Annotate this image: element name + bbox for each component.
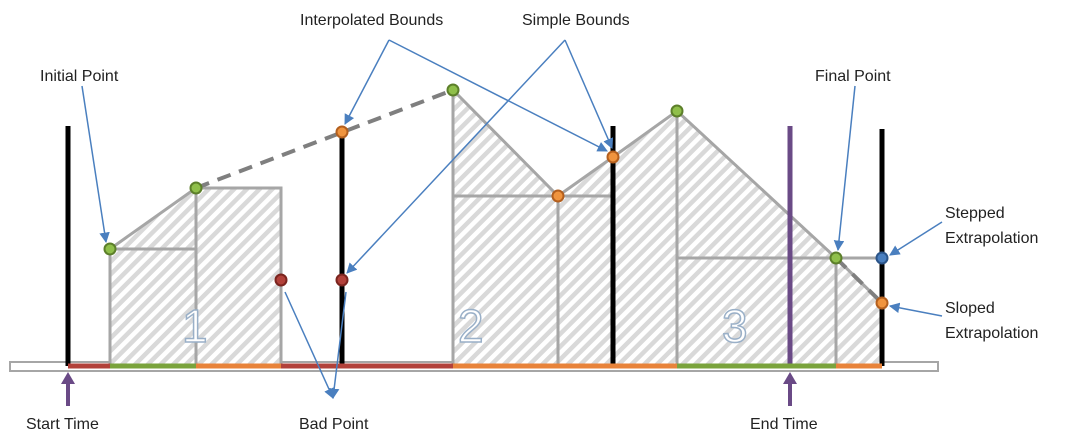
region-number-1: 1 [182, 300, 208, 352]
dashed-interpolation [195, 88, 884, 305]
region-number-2: 2 [458, 300, 484, 352]
callout-arrows [81, 39, 943, 400]
initial-point [103, 242, 117, 256]
sloped-extrapolation-point [875, 296, 889, 310]
label-bad-point: Bad Point [299, 416, 369, 433]
label-final-point: Final Point [815, 68, 891, 85]
label-stepped-extrapolation-line2: Extrapolation [945, 230, 1038, 247]
label-sloped-extrapolation-line2: Extrapolation [945, 325, 1038, 342]
simple-bound-point [551, 189, 565, 203]
label-sloped-extrapolation-line1: Sloped [945, 300, 995, 317]
good-point [670, 104, 684, 118]
time-arrows [61, 372, 797, 406]
hatched-area [110, 90, 882, 364]
good-point [446, 83, 460, 97]
label-end-time: End Time [750, 416, 818, 433]
label-start-time: Start Time [26, 416, 99, 433]
interpolated-bound-point [606, 150, 620, 164]
label-stepped-extrapolation-line1: Stepped [945, 205, 1005, 222]
bound-bars [65, 126, 885, 366]
bad-point [274, 273, 288, 287]
final-point [829, 251, 843, 265]
region-number-3: 3 [722, 300, 748, 352]
data-points [103, 83, 889, 310]
interpolated-bound-point [335, 125, 349, 139]
good-point [189, 181, 203, 195]
label-interpolated-bounds: Interpolated Bounds [300, 12, 443, 29]
stepped-extrapolation-point [875, 251, 889, 265]
bad-point [335, 273, 349, 287]
label-initial-point: Initial Point [40, 68, 119, 85]
label-simple-bounds: Simple Bounds [522, 12, 630, 29]
